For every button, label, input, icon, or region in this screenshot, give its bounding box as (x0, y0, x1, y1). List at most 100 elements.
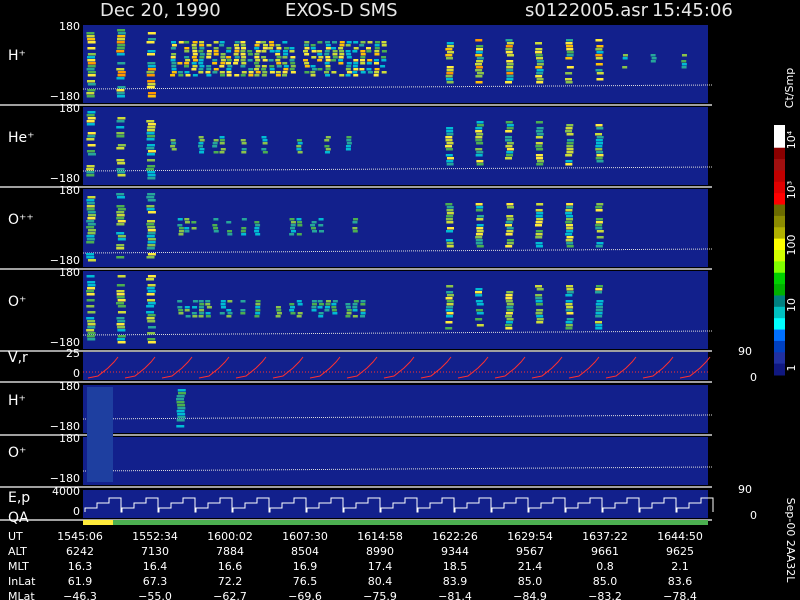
pixel (622, 57, 628, 60)
pixel (275, 315, 281, 318)
pixel (476, 245, 484, 248)
pixel (147, 220, 156, 223)
pixel (184, 230, 190, 233)
pixel (535, 209, 543, 212)
pixel (226, 59, 232, 62)
cell: −75.9 (363, 590, 397, 600)
pixel (476, 230, 484, 233)
pixel (366, 47, 372, 50)
pixel (565, 127, 573, 130)
pixel (445, 315, 453, 318)
pixel (595, 312, 603, 315)
staircase (84, 497, 714, 513)
pixel (86, 92, 95, 95)
pixel (317, 53, 323, 56)
pixel (373, 59, 379, 62)
pixel (212, 224, 218, 227)
pixel (505, 48, 513, 51)
pixel (475, 51, 483, 54)
pixel (324, 145, 330, 148)
pixel (445, 148, 453, 151)
pixel (191, 221, 197, 224)
pixel (476, 60, 484, 63)
pixel (86, 205, 95, 208)
pixel (146, 129, 155, 132)
pixel (505, 324, 513, 327)
qa-bar (83, 520, 113, 525)
pixel (325, 74, 331, 77)
pixel (310, 74, 316, 77)
pixel (177, 62, 183, 65)
pixel (595, 221, 603, 224)
plot-area (83, 437, 708, 485)
pixel (476, 45, 484, 48)
pixel (505, 157, 513, 160)
cell: 1545:06 (57, 530, 103, 543)
pixel (146, 317, 155, 320)
pixel (276, 62, 282, 65)
pixel (345, 306, 351, 309)
pixel (346, 312, 352, 315)
pixel (116, 214, 125, 217)
pixel (595, 303, 603, 306)
pixel (240, 139, 246, 142)
pixel (359, 44, 365, 47)
pixel (566, 142, 574, 145)
pixel (505, 145, 513, 148)
pixel (445, 48, 453, 51)
pixel (475, 239, 483, 242)
pixel (86, 35, 95, 38)
pixel (276, 309, 282, 312)
pixel (595, 321, 603, 324)
pixel (536, 160, 544, 163)
pixel (536, 81, 544, 84)
pixel (177, 71, 183, 74)
pixel (219, 142, 225, 145)
pixel (219, 312, 225, 315)
pixel (261, 148, 267, 151)
pixel (475, 127, 483, 130)
pixel (198, 145, 204, 148)
pixel (117, 238, 126, 241)
pixel (178, 74, 184, 77)
pixel (289, 303, 295, 306)
panel-top-label: 180 (59, 102, 80, 115)
pixel (536, 309, 544, 312)
pixel (206, 306, 212, 309)
cell: 85.0 (593, 575, 618, 588)
pixel (325, 68, 331, 71)
pixel (304, 65, 310, 68)
pixel (346, 41, 352, 44)
pixel (506, 78, 514, 81)
cell: 7130 (141, 545, 169, 558)
pixel (219, 74, 225, 77)
pixel (146, 159, 155, 162)
pixel (262, 142, 268, 145)
pixel (87, 211, 96, 214)
pixel (255, 224, 261, 227)
pixel (536, 318, 544, 321)
pixel (360, 300, 366, 303)
cell: 0.8 (596, 560, 614, 573)
pixel (255, 303, 261, 306)
pixel (445, 57, 453, 60)
right-top-label: 90 (738, 345, 752, 358)
pixel (116, 95, 125, 98)
pixel (352, 227, 358, 230)
pixel (381, 44, 387, 47)
pixel (535, 230, 543, 233)
pixel (446, 312, 454, 315)
pixel (282, 56, 288, 59)
pixel (178, 309, 184, 312)
pixel (445, 327, 453, 330)
pixel (226, 71, 232, 74)
pixel (227, 300, 233, 303)
pixel (86, 32, 95, 35)
pixel (332, 312, 338, 315)
colorbar-cell (774, 215, 785, 228)
pixel (565, 239, 573, 242)
pixel (176, 395, 185, 398)
pixel (87, 71, 96, 74)
pixel (116, 293, 125, 296)
pixel (147, 241, 156, 244)
